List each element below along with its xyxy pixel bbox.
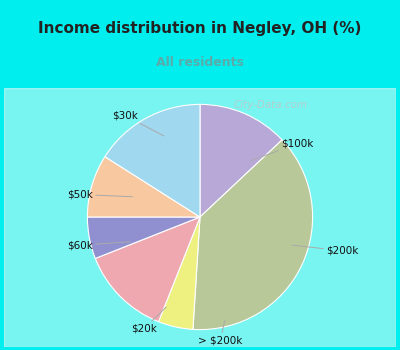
Text: $30k: $30k [112,111,164,136]
Wedge shape [87,157,200,217]
Wedge shape [158,217,200,329]
Wedge shape [87,217,200,258]
Text: $60k: $60k [67,240,130,250]
Wedge shape [193,140,313,330]
Text: Income distribution in Negley, OH (%): Income distribution in Negley, OH (%) [38,21,362,35]
Text: $50k: $50k [67,189,132,200]
Text: $20k: $20k [131,307,166,334]
Text: > $200k: > $200k [198,321,242,345]
Text: All residents: All residents [156,56,244,70]
Text: $200k: $200k [292,245,358,256]
Text: $100k: $100k [251,139,314,161]
Wedge shape [95,217,200,322]
Wedge shape [105,104,200,217]
Wedge shape [200,104,282,217]
Text: City-Data.com: City-Data.com [234,100,308,111]
